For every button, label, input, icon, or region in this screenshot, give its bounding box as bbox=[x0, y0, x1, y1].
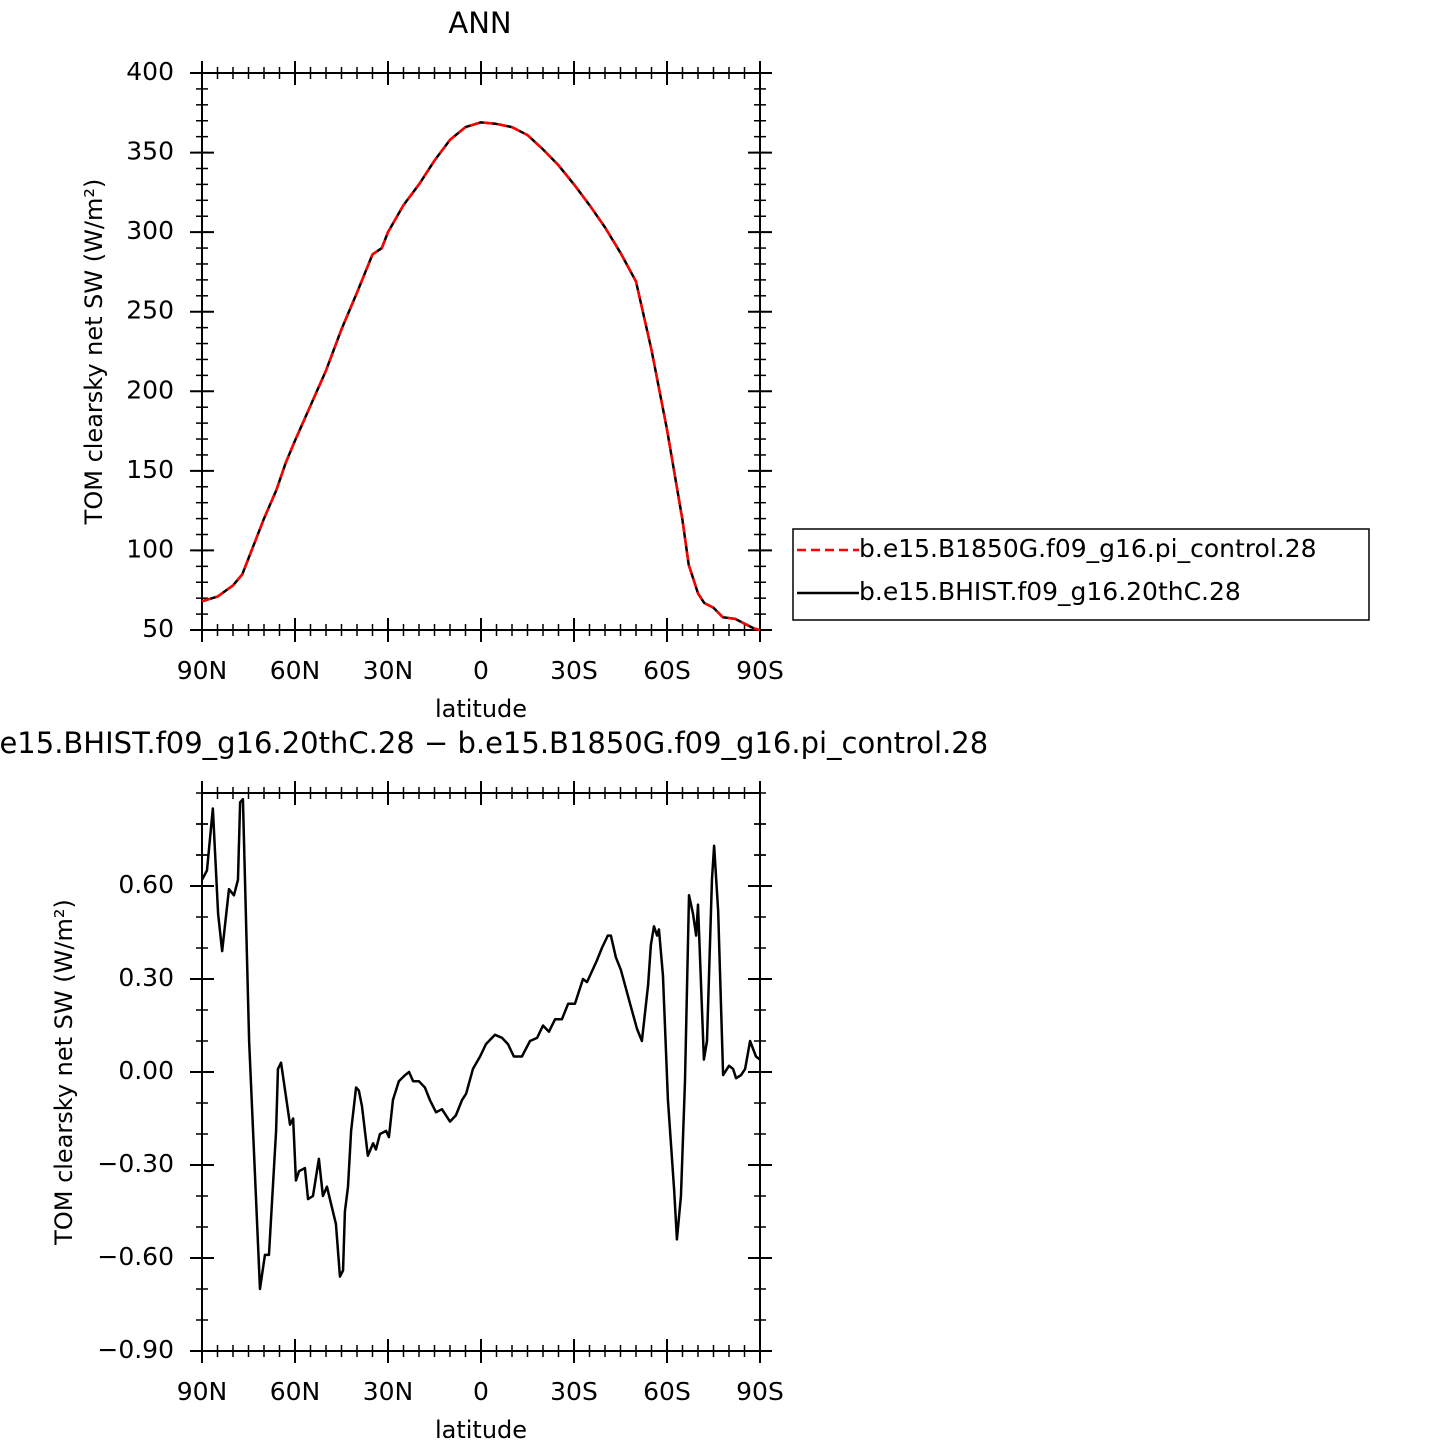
x-tick-label: 60N bbox=[270, 1377, 321, 1406]
data-line bbox=[201, 121, 761, 632]
x-tick-label: 90N bbox=[177, 656, 228, 685]
y-tick-label: −0.30 bbox=[97, 1149, 174, 1178]
y-tick-label: 0.60 bbox=[118, 870, 174, 899]
y-tick-label: 300 bbox=[126, 216, 174, 245]
legend-box bbox=[792, 528, 1370, 621]
legend-label: b.e15.BHIST.f09_g16.20thC.28 bbox=[859, 577, 1241, 606]
y-tick-label: −0.90 bbox=[97, 1335, 174, 1364]
y-tick-label: 200 bbox=[126, 375, 174, 404]
y-axis-title: TOM clearsky net SW (W/m²) bbox=[50, 899, 78, 1246]
x-tick-label: 60S bbox=[643, 1377, 691, 1406]
x-tick-label: 90N bbox=[177, 1377, 228, 1406]
plot-frame bbox=[201, 792, 761, 1352]
legend-label: b.e15.B1850G.f09_g16.pi_control.28 bbox=[859, 534, 1317, 563]
x-tick-label: 90S bbox=[736, 656, 784, 685]
x-axis-title: latitude bbox=[435, 1416, 527, 1444]
x-tick-label: 60N bbox=[270, 656, 321, 685]
x-tick-label: 30S bbox=[550, 656, 598, 685]
y-tick-label: 350 bbox=[126, 137, 174, 166]
y-tick-label: 0.00 bbox=[118, 1056, 174, 1085]
x-tick-label: 90S bbox=[736, 1377, 784, 1406]
x-tick-label: 0 bbox=[473, 1377, 489, 1406]
y-tick-label: 50 bbox=[142, 614, 174, 643]
data-line bbox=[201, 121, 761, 632]
chart-title: b.e15.BHIST.f09_g16.20thC.28 − b.e15.B18… bbox=[0, 726, 988, 760]
plot-frame bbox=[201, 72, 761, 631]
x-tick-label: 30N bbox=[363, 1377, 414, 1406]
x-tick-label: 30S bbox=[550, 1377, 598, 1406]
chart-title: ANN bbox=[448, 6, 511, 40]
y-tick-label: 0.30 bbox=[118, 963, 174, 992]
y-tick-label: −0.60 bbox=[97, 1242, 174, 1271]
y-tick-label: 400 bbox=[126, 57, 174, 86]
y-axis-title: TOM clearsky net SW (W/m²) bbox=[80, 179, 108, 526]
data-line bbox=[200, 797, 761, 1291]
y-tick-label: 100 bbox=[126, 534, 174, 563]
x-tick-label: 30N bbox=[363, 656, 414, 685]
x-tick-label: 0 bbox=[473, 656, 489, 685]
x-tick-label: 60S bbox=[643, 656, 691, 685]
y-tick-label: 150 bbox=[126, 455, 174, 484]
y-tick-label: 250 bbox=[126, 296, 174, 325]
x-axis-title: latitude bbox=[435, 695, 527, 723]
